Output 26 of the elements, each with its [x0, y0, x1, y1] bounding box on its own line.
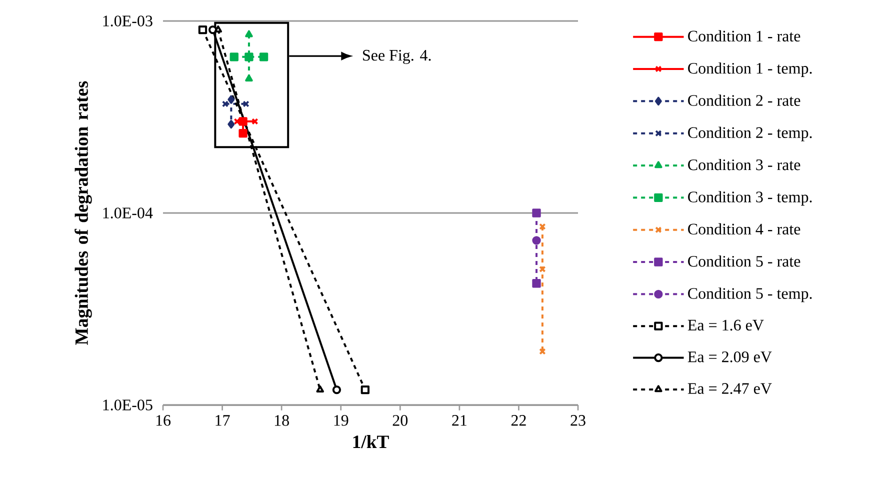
legend-label: Condition 1 - rate: [688, 30, 800, 42]
legend-label: Ea = 1.6 eV: [688, 320, 764, 331]
y-tick-label: 1.0E-04: [103, 208, 153, 218]
y-tick-label: 1.0E-03: [103, 16, 152, 26]
x-tick-label: 19: [334, 415, 348, 426]
legend-label: Condition 3 - rate: [688, 158, 800, 170]
legend-label: Condition 2 - rate: [688, 94, 800, 106]
x-tick-label: 23: [570, 415, 586, 426]
legend-label: Ea = 2.47 eV: [688, 383, 772, 394]
x-tick-label: 21: [452, 415, 466, 426]
legend-label: Condition 5 - temp.: [688, 288, 812, 302]
annotation: See Fig. 4.: [363, 50, 431, 64]
x-axis-title: 1/kT: [353, 434, 389, 448]
y-axis-title: Magnitudes of degradation rates: [74, 81, 92, 345]
legend-label: Ea = 2.09 eV: [688, 351, 772, 362]
legend-label: Condition 5 - rate: [688, 255, 800, 267]
x-tick-label: 18: [274, 415, 289, 426]
legend-label: Condition 2 - temp.: [688, 126, 812, 142]
x-tick-label: 22: [511, 415, 526, 426]
legend-label: Condition 1 - temp.: [688, 62, 812, 77]
y-tick-label: 1.0E-05: [103, 400, 152, 410]
legend-label: Condition 3 - temp.: [688, 191, 812, 206]
legend-label: Condition 4 - rate: [688, 223, 800, 235]
x-tick-label: 17: [216, 415, 230, 426]
x-tick-label: 16: [156, 415, 171, 426]
x-tick-label: 20: [392, 415, 408, 426]
